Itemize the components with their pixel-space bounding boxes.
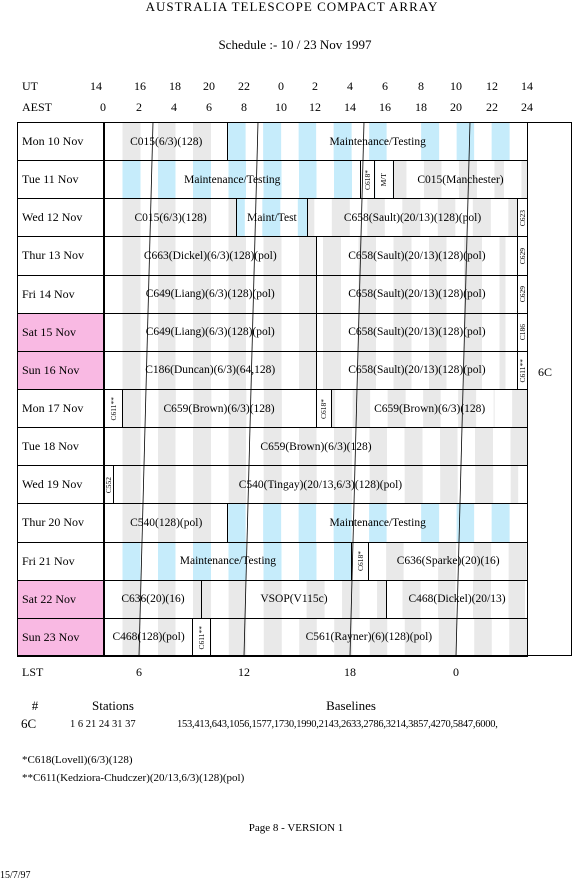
- page-number: Page 8 - VERSION 1: [248, 822, 344, 834]
- aest-tick-label: 22: [486, 100, 498, 114]
- lst-tick-label: 6: [136, 665, 142, 679]
- table-cell: 1 6 21 24 31 37: [70, 719, 136, 730]
- block-label: C659(Brown)(6/3)(128): [260, 440, 372, 453]
- date: 15/7/97: [0, 870, 31, 881]
- ut-tick-label: 18: [169, 79, 181, 93]
- lst-tick-label: 12: [238, 665, 250, 679]
- ut-tick-label: 10: [450, 79, 462, 93]
- day-label: Tue 11 Nov: [17, 160, 104, 200]
- ut-tick-label: 16: [134, 79, 146, 93]
- schedule-block: C561(Rayner)(6)(128)(pol): [209, 617, 528, 657]
- table-header: Baselines: [326, 698, 376, 713]
- day-label: Thur 20 Nov: [17, 503, 104, 543]
- block-label: C649(Liang)(6/3)(128)(pol): [145, 288, 275, 301]
- day-label: Mon 10 Nov: [17, 122, 104, 162]
- table-header: Stations: [92, 698, 134, 713]
- lst-label: LST: [22, 665, 44, 679]
- block-label: C658(Sault)(20/13)(128)(pol): [348, 249, 486, 262]
- block-label: C186(Duncan)(6/3)(64,128): [145, 364, 276, 377]
- lst-tick-label: 18: [344, 665, 356, 679]
- aest-tick-label: 2: [136, 100, 142, 114]
- ut-tick-label: 12: [486, 79, 498, 93]
- ut-tick-label: 0: [278, 79, 284, 93]
- ut-tick-label: 20: [203, 79, 215, 93]
- aest-tick-label: 24: [521, 100, 533, 114]
- lst-tick-label: 0: [453, 665, 459, 679]
- schedule-block: Maintenance/Testing: [227, 503, 528, 543]
- block-label: C658(Sault)(20/13)(128)(pol): [348, 288, 486, 301]
- aest-tick-label: 6: [206, 100, 212, 114]
- aest-tick-label: 8: [241, 100, 247, 114]
- block-label: C658(Sault)(20/13)(128)(pol): [343, 211, 482, 224]
- aest-tick-label: 4: [171, 100, 177, 114]
- block-label: C658(Sault)(20/13)(128)(pol): [348, 364, 486, 377]
- schedule-block: C658(Sault)(20/13)(128)(pol): [315, 312, 519, 352]
- table-cell: 153,413,643,1056,1577,1730,1990,2143,263…: [177, 719, 498, 730]
- table-header: #: [31, 698, 39, 713]
- ut-tick-label: 22: [238, 79, 250, 93]
- ut-tick-label: 6: [382, 79, 388, 93]
- day-label: Sat 15 Nov: [17, 312, 104, 352]
- block-label: C561(Rayner)(6)(128)(pol): [305, 631, 433, 644]
- ut-tick-label: 14: [90, 79, 102, 93]
- day-label: Mon 17 Nov: [17, 389, 104, 429]
- title: AUSTRALIA TELESCOPE COMPACT ARRAY: [145, 0, 439, 14]
- day-label: Wed 12 Nov: [17, 198, 104, 238]
- schedule-block: C636(Sparke)(20)(16): [368, 541, 528, 581]
- block-label: C649(Liang)(6/3)(128)(pol): [145, 326, 275, 339]
- ut-tick-label: 14: [521, 79, 533, 93]
- aest-tick-label: 16: [379, 100, 391, 114]
- table-cell: 6C: [21, 716, 37, 731]
- block-label: C636(Sparke)(20)(16): [396, 555, 500, 568]
- day-label: Thur 13 Nov: [17, 236, 104, 276]
- ut-label: UT: [22, 79, 38, 93]
- aest-tick-label: 0: [100, 100, 106, 114]
- outer-frame: [17, 122, 572, 656]
- configuration: 6C: [538, 365, 553, 379]
- subtitle: Schedule :- 10 / 23 Nov 1997: [218, 37, 372, 52]
- block-label: C658(Sault)(20/13)(128)(pol): [348, 326, 486, 339]
- aest-tick-label: 14: [344, 100, 356, 114]
- aest-tick-label: 20: [450, 100, 462, 114]
- block-label: C663(Dickel)(6/3)(128)(pol): [143, 249, 277, 262]
- ut-tick-label: 8: [418, 79, 424, 93]
- day-label: Sun 23 Nov: [17, 617, 104, 657]
- ut-tick-label: 2: [312, 79, 318, 93]
- block-label: VSOP(V115c): [260, 593, 328, 606]
- aest-label: AEST: [22, 100, 52, 114]
- day-label: Sun 16 Nov: [17, 350, 104, 390]
- note: **C611(Kedziora-Chudczer)(20/13,6/3)(128…: [22, 772, 245, 784]
- aest-tick-label: 12: [309, 100, 321, 114]
- block-label: Maint/Test: [247, 211, 297, 224]
- note: *C618(Lovell)(6/3)(128): [22, 754, 133, 766]
- aest-tick-label: 18: [415, 100, 427, 114]
- aest-tick-label: 10: [275, 100, 287, 114]
- ut-tick-label: 4: [347, 79, 353, 93]
